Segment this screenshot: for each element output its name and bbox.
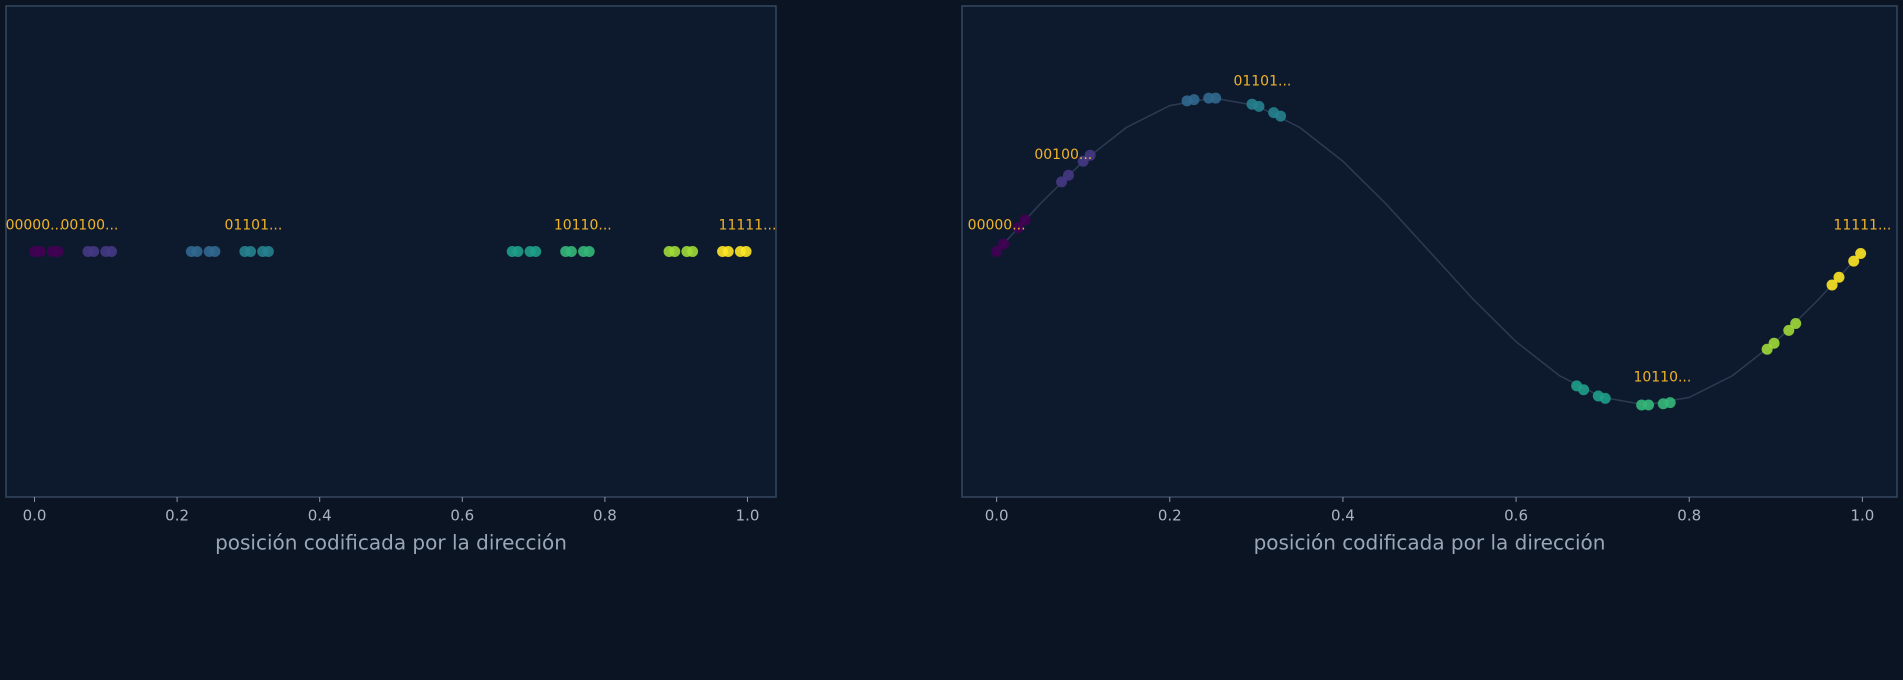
x-tick-label: 0.6 — [1504, 507, 1528, 525]
annotation: 10110... — [554, 218, 612, 234]
point — [1643, 399, 1655, 411]
point — [740, 246, 752, 257]
annotation: 00000... — [968, 218, 1026, 234]
point — [512, 246, 524, 257]
point — [1012, 222, 1024, 234]
plot-area — [5, 5, 777, 498]
point — [1855, 247, 1867, 259]
point — [106, 246, 118, 257]
point — [1062, 169, 1074, 181]
point — [998, 238, 1010, 250]
point — [88, 246, 100, 257]
point — [530, 246, 542, 257]
point — [565, 246, 577, 257]
point — [669, 246, 681, 257]
x-tick-label: 0.0 — [985, 507, 1009, 525]
annotation: 01101... — [1233, 73, 1291, 89]
point — [191, 246, 203, 257]
point — [1188, 94, 1200, 106]
annotation: 00100... — [60, 218, 118, 234]
point — [52, 246, 64, 257]
point — [209, 246, 221, 257]
point — [1790, 317, 1802, 329]
point — [583, 246, 595, 257]
point — [1848, 255, 1860, 267]
point — [991, 246, 1003, 257]
point — [687, 246, 699, 257]
x-tick-label: 0.2 — [1158, 507, 1182, 525]
point — [1833, 271, 1845, 283]
x-tick-label: 1.0 — [1850, 507, 1874, 525]
x-axis-label: posición codificada por la dirección — [215, 531, 567, 555]
point — [245, 246, 257, 257]
x-tick-label: 0.2 — [165, 507, 189, 525]
point — [1578, 384, 1590, 396]
point — [1019, 214, 1031, 226]
point — [262, 246, 274, 257]
point — [1056, 176, 1068, 188]
x-tick-label: 0.6 — [450, 507, 474, 525]
annotation: 01101... — [224, 218, 282, 234]
x-tick-label: 0.8 — [593, 507, 617, 525]
point — [1253, 100, 1265, 112]
point — [1275, 110, 1287, 122]
annotation: 10110... — [1633, 369, 1691, 385]
x-tick-label: 0.0 — [23, 507, 47, 525]
point — [1664, 397, 1676, 409]
point — [1599, 392, 1611, 404]
point — [722, 246, 734, 257]
annotation: 00000... — [6, 218, 64, 234]
x-tick-label: 0.4 — [308, 507, 332, 525]
x-tick-label: 1.0 — [736, 507, 760, 525]
point — [1826, 279, 1838, 291]
point — [34, 246, 46, 257]
annotation: 11111... — [1833, 218, 1891, 234]
point — [1783, 324, 1795, 336]
x-tick-label: 0.8 — [1677, 507, 1701, 525]
x-tick-label: 0.4 — [1331, 507, 1355, 525]
annotation: 11111... — [719, 218, 777, 234]
x-axis-label: posición codificada por la dirección — [1254, 531, 1606, 555]
curve — [996, 97, 1863, 406]
point — [1768, 337, 1780, 349]
point — [1084, 149, 1096, 161]
point — [1210, 92, 1222, 104]
annotation: 00100... — [1034, 147, 1092, 163]
